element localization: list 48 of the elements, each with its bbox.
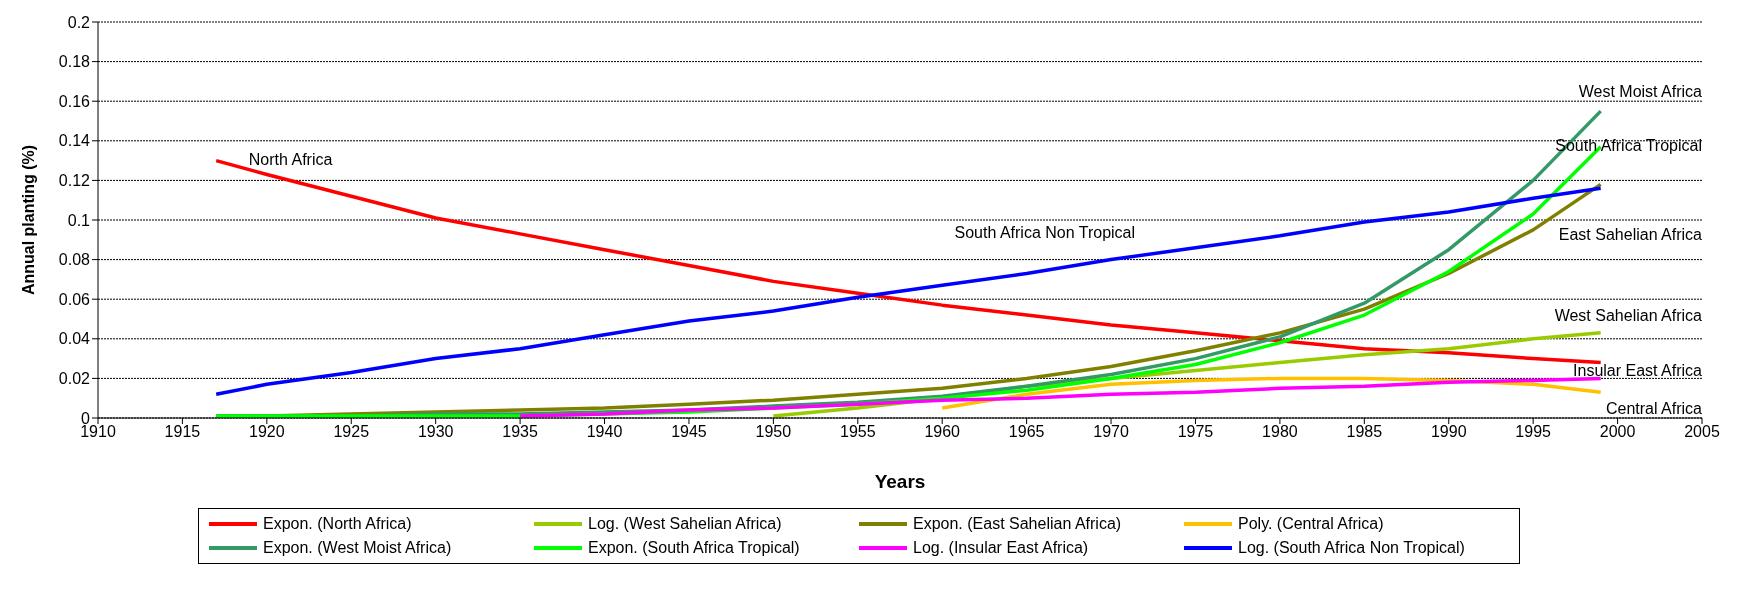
x-tick-label: 1930	[417, 423, 454, 441]
annotation: North Africa	[248, 150, 333, 168]
y-tick-label: 0.02	[58, 370, 91, 388]
x-tick-label: 1940	[586, 423, 623, 441]
x-tick-label: 1935	[502, 423, 538, 441]
line-series	[518, 376, 1603, 418]
x-tick-label: 1960	[924, 423, 961, 441]
x-tick-label: 1955	[839, 423, 876, 441]
x-axis-title: Years	[874, 471, 926, 492]
annotation: Insular East Africa	[1573, 362, 1703, 380]
x-tick-label: 1915	[164, 423, 201, 441]
legend-label: Expon. (South Africa Tropical)	[588, 539, 800, 557]
x-tick-label: 2005	[1684, 423, 1720, 441]
y-tick-label: 0.2	[67, 13, 91, 31]
legend-label: Expon. (North Africa)	[263, 515, 412, 533]
annotation: West Sahelian Africa	[1554, 306, 1703, 324]
y-tick-label: 0.12	[58, 172, 91, 190]
x-tick-label: 1925	[333, 423, 370, 441]
annotation: South Africa Non Tropical	[954, 223, 1136, 241]
x-tick-label: 1970	[1093, 423, 1129, 441]
legend-label: Expon. (East Sahelian Africa)	[913, 515, 1122, 533]
y-tick-label: 0.06	[58, 290, 91, 308]
legend-label: Expon. (West Moist Africa)	[263, 539, 452, 557]
x-tick-label: 1920	[249, 423, 285, 441]
legend-label: Poly. (Central Africa)	[1238, 515, 1384, 533]
annotation: West Moist Africa	[1578, 83, 1703, 101]
y-tick-label: 0.16	[58, 92, 91, 110]
legend-label: Log. (West Sahelian Africa)	[588, 515, 782, 533]
annotation: East Sahelian Africa	[1558, 225, 1703, 243]
x-tick-label: 1965	[1008, 423, 1045, 441]
x-tick-label: 1995	[1515, 423, 1552, 441]
y-tick-label: 0.1	[67, 211, 91, 229]
annotation: Central Africa	[1605, 400, 1703, 418]
x-tick-label: 1990	[1430, 423, 1467, 441]
x-tick-label: 1910	[80, 423, 116, 441]
y-tick-label: 0.18	[58, 53, 91, 71]
y-axis-title: Annual planting (%)	[19, 144, 37, 296]
x-tick-label: 1945	[671, 423, 707, 441]
x-tick-label: 2000	[1599, 423, 1636, 441]
y-tick-label: 0.08	[58, 251, 91, 269]
x-tick-label: 1975	[1177, 423, 1214, 441]
legend-label: Log. (South Africa Non Tropical)	[1238, 539, 1465, 557]
legend-label: Log. (Insular East Africa)	[913, 539, 1089, 557]
x-tick-label: 1950	[755, 423, 792, 441]
x-tick-label: 1985	[1346, 423, 1383, 441]
x-tick-label: 1980	[1262, 423, 1298, 441]
y-tick-label: 0.14	[58, 132, 91, 150]
y-tick-label: 0.04	[58, 330, 91, 348]
